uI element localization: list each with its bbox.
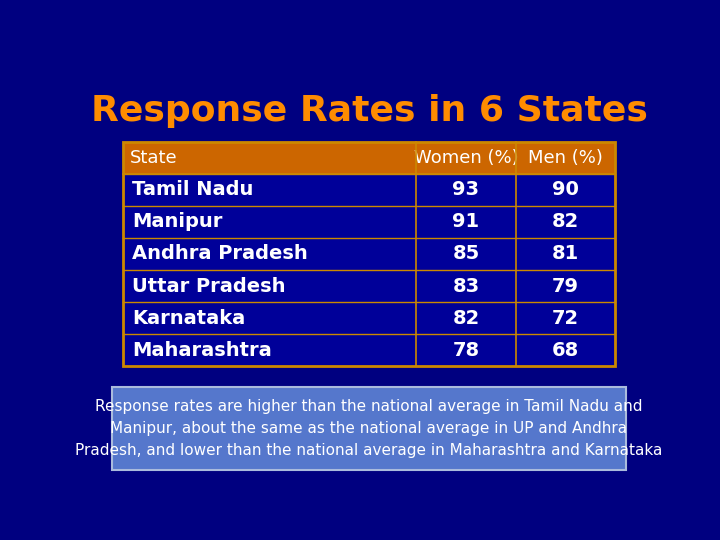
Text: Tamil Nadu: Tamil Nadu	[132, 180, 253, 199]
Text: 81: 81	[552, 245, 579, 264]
Text: Women (%): Women (%)	[414, 148, 518, 167]
Text: Manipur: Manipur	[132, 212, 222, 232]
Text: 85: 85	[452, 245, 480, 264]
Text: State: State	[130, 148, 178, 167]
Text: 82: 82	[452, 309, 480, 328]
Text: Men (%): Men (%)	[528, 148, 603, 167]
Text: 79: 79	[552, 276, 579, 295]
FancyBboxPatch shape	[112, 387, 626, 470]
Text: 91: 91	[452, 212, 480, 232]
Text: 68: 68	[552, 341, 579, 360]
Text: Response Rates in 6 States: Response Rates in 6 States	[91, 94, 647, 128]
Text: Maharashtra: Maharashtra	[132, 341, 271, 360]
Text: 72: 72	[552, 309, 579, 328]
Text: 78: 78	[452, 341, 480, 360]
Text: Uttar Pradesh: Uttar Pradesh	[132, 276, 285, 295]
Text: 83: 83	[452, 276, 480, 295]
FancyBboxPatch shape	[124, 141, 615, 366]
Text: 82: 82	[552, 212, 579, 232]
Text: Response rates are higher than the national average in Tamil Nadu and
Manipur, a: Response rates are higher than the natio…	[76, 399, 662, 458]
Text: 93: 93	[452, 180, 480, 199]
FancyBboxPatch shape	[124, 141, 615, 174]
Text: Andhra Pradesh: Andhra Pradesh	[132, 245, 307, 264]
Text: 90: 90	[552, 180, 579, 199]
Text: Karnataka: Karnataka	[132, 309, 245, 328]
